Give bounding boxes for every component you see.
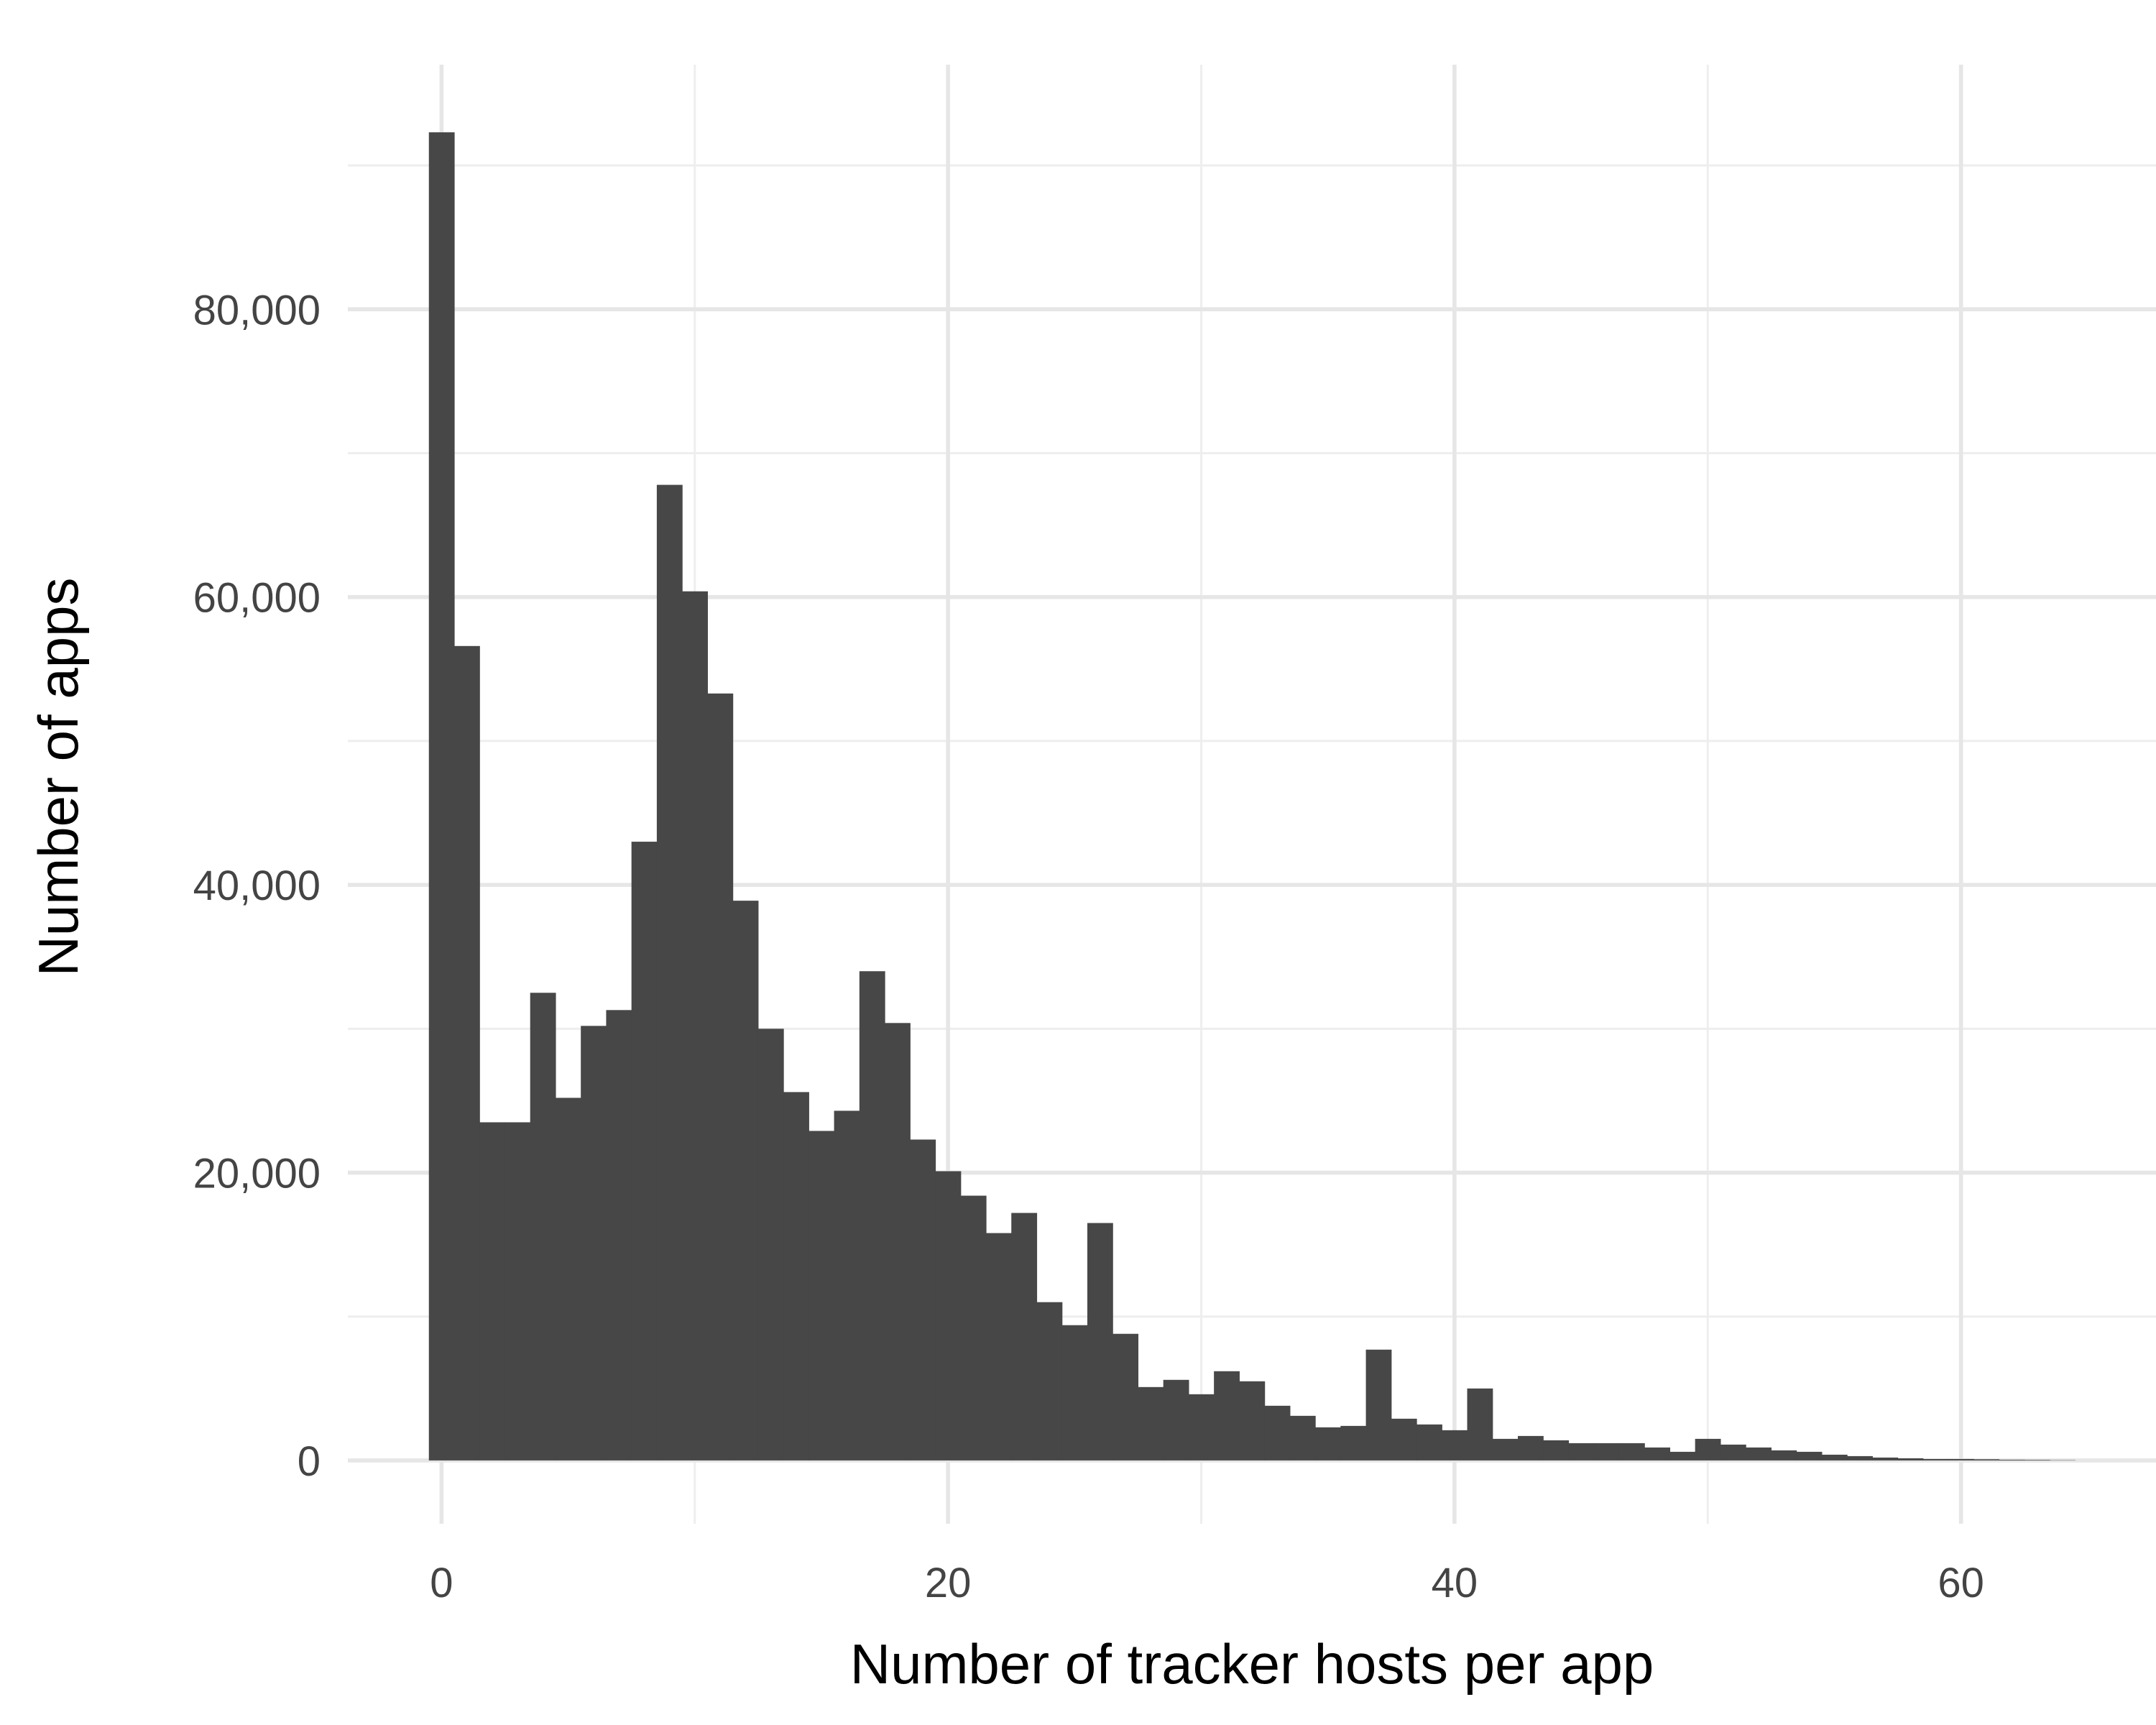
histogram-bar [656,484,683,1460]
histogram-bar [732,901,759,1460]
x-tick-label: 20 [925,1560,972,1606]
histogram-bar [1391,1418,1417,1460]
histogram-bar [1922,1458,1949,1460]
histogram-bar [757,1029,784,1460]
histogram-bar [1239,1381,1266,1460]
histogram-bar [1771,1450,1797,1460]
histogram-bars [428,132,2076,1460]
histogram-bar [1315,1427,1341,1460]
histogram-bar [682,591,708,1460]
y-tick-label: 60,000 [193,575,321,622]
histogram-bar [1442,1430,1468,1460]
histogram-bar [935,1171,962,1460]
histogram-bar [1746,1447,1772,1460]
histogram-bar [1365,1349,1392,1460]
histogram-bar [428,132,455,1460]
y-axis-tick-labels: 0 20,000 40,000 60,000 80,000 [193,287,321,1485]
y-tick-label: 0 [298,1438,321,1485]
histogram-bar [1138,1386,1164,1460]
histogram-bar [1087,1223,1113,1460]
histogram-bar [1568,1443,1595,1460]
histogram-bar [707,693,734,1460]
histogram-bar [1264,1405,1291,1460]
histogram-bar [1518,1435,1544,1460]
histogram-bar [530,993,556,1460]
histogram-bar [1847,1455,1873,1460]
histogram-bar [1644,1447,1671,1460]
histogram-bar [885,1023,911,1460]
histogram-bar [1340,1425,1367,1460]
histogram-bar [834,1110,860,1460]
histogram-bar [1011,1213,1038,1460]
histogram-bar [960,1195,987,1460]
histogram-bar [555,1098,581,1460]
histogram-bar [859,971,885,1460]
x-tick-label: 0 [430,1560,453,1606]
x-tick-label: 60 [1938,1560,1984,1606]
histogram-bar [1543,1440,1570,1460]
y-axis-title: Number of apps [27,578,90,977]
histogram-bar [1112,1333,1139,1460]
histogram-bar [808,1131,835,1460]
histogram-bar [479,1122,506,1460]
histogram-bar [910,1139,936,1460]
histogram-bar [1669,1451,1696,1460]
histogram-bar [1872,1457,1899,1460]
histogram-bar [1416,1424,1442,1460]
histogram-bar [606,1010,632,1460]
histogram-bar [986,1233,1012,1460]
histogram-bar [1821,1454,1848,1460]
histogram-bar [1467,1388,1493,1460]
histogram-bar [1036,1302,1063,1460]
histogram-bar [1948,1458,1974,1460]
histogram-bar [1492,1438,1519,1460]
histogram-bar [1188,1394,1215,1460]
x-axis-title: Number of tracker hosts per app [850,1632,1654,1696]
y-tick-label: 80,000 [193,287,321,334]
histogram-bar [1695,1438,1721,1460]
histogram-bar [1720,1444,1746,1460]
histogram-bar [1897,1458,1924,1460]
histogram-bar [505,1122,531,1460]
y-tick-label: 40,000 [193,862,321,909]
histogram-bar [1973,1459,2000,1460]
x-axis-tick-labels: 0 20 40 60 [430,1560,1984,1606]
histogram-bar [783,1092,809,1460]
y-tick-label: 20,000 [193,1151,321,1197]
histogram-bar [1618,1443,1645,1460]
histogram-bar [631,842,658,1460]
histogram-bar [1796,1451,1823,1460]
histogram-bar [581,1026,607,1460]
histogram-bar [1593,1443,1620,1460]
histogram-bar [1214,1371,1240,1460]
x-tick-label: 40 [1432,1560,1478,1606]
histogram-bar [454,645,480,1460]
histogram-bar [1289,1415,1316,1460]
histogram-bar [1061,1325,1088,1460]
histogram-bar [1163,1379,1189,1460]
